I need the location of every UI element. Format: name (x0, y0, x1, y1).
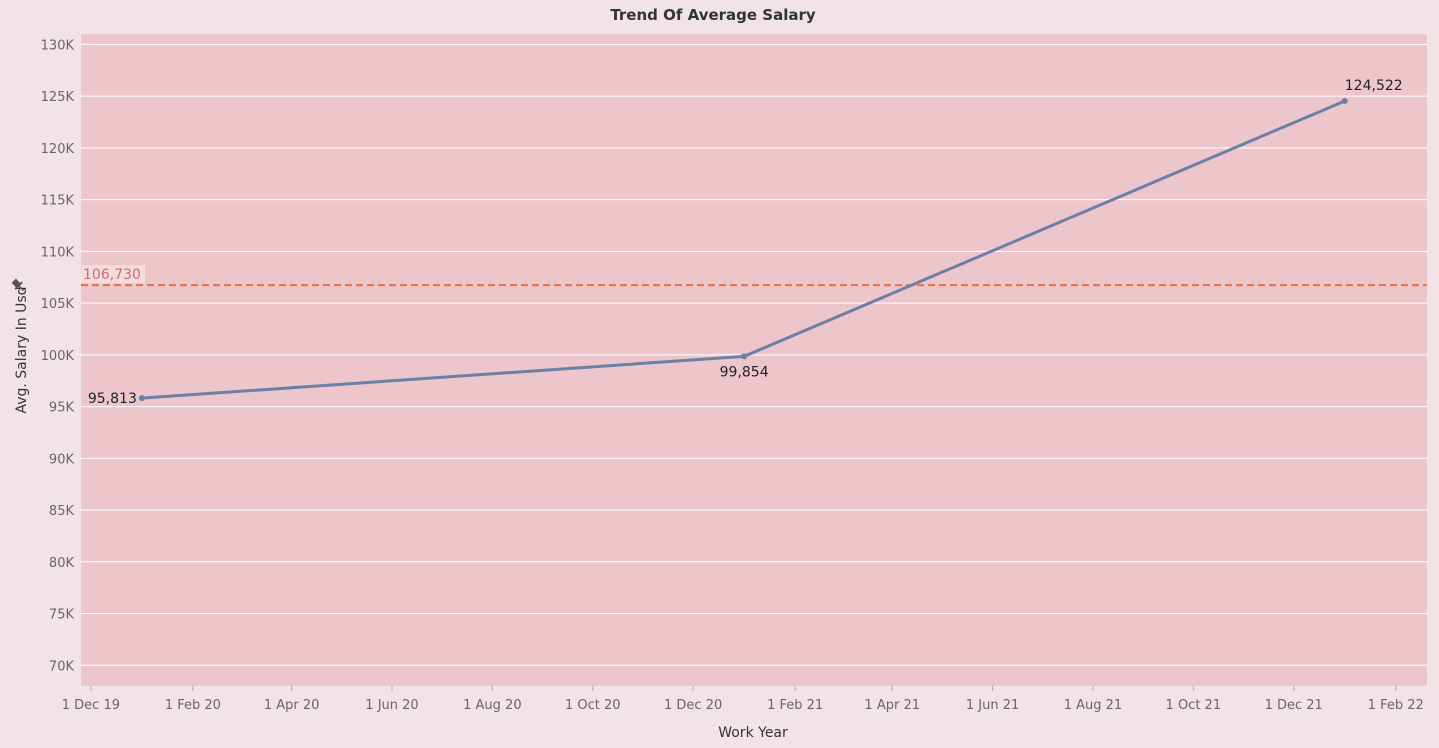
x-tick-label: 1 Feb 21 (767, 698, 823, 713)
x-tick-label: 1 Apr 21 (864, 698, 920, 713)
x-tick-label: 1 Aug 21 (1064, 698, 1122, 713)
data-point[interactable] (138, 395, 145, 402)
gridlines (81, 43, 1427, 666)
x-tick-label: 1 Feb 22 (1368, 698, 1424, 713)
x-tick-label: 1 Dec 21 (1265, 698, 1323, 713)
x-tick-label: 1 Dec 19 (62, 698, 120, 713)
pin-icon[interactable] (10, 277, 27, 294)
y-axis-ticks: 70K 75K 80K 85K 90K 95K 100K 105K 110K 115K 120K 12… (41, 38, 75, 674)
y-tick-label: 75K (49, 608, 75, 623)
y-tick-label: 125K (41, 90, 75, 105)
chart-title: Trend Of Average Salary (610, 6, 816, 24)
y-tick-label: 85K (49, 504, 75, 519)
x-tick-label: 1 Jun 20 (365, 698, 418, 713)
y-tick-label: 120K (41, 142, 75, 157)
y-axis-title: Avg. Salary In Usd (14, 286, 30, 413)
reference-label-background (81, 265, 145, 284)
y-tick-label: 80K (49, 556, 75, 571)
x-tick-label: 1 Dec 20 (664, 698, 722, 713)
y-tick-label: 90K (49, 452, 75, 467)
x-axis-title: Work Year (718, 725, 788, 741)
x-tick-label: 1 Jun 21 (966, 698, 1019, 713)
x-tick-label: 1 Oct 20 (565, 698, 621, 713)
reference-line-label: 106,730 (83, 267, 141, 283)
y-tick-label: 105K (41, 297, 75, 312)
x-tick-label: 1 Apr 20 (264, 698, 320, 713)
x-axis-ticks: 1 Dec 19 1 Feb 20 1 Apr 20 1 Jun 20 1 Aug 20… (62, 686, 1424, 713)
x-tick-label: 1 Oct 21 (1166, 698, 1222, 713)
data-label: 95,813 (88, 391, 137, 407)
data-label: 99,854 (720, 364, 769, 380)
data-point[interactable] (1341, 98, 1348, 105)
plot-area (81, 34, 1427, 686)
y-tick-label: 130K (41, 38, 75, 53)
y-tick-label: 115K (41, 194, 75, 209)
x-tick-label: 1 Aug 20 (463, 698, 521, 713)
y-tick-label: 100K (41, 349, 75, 364)
reference-line-group: 106,730 (81, 265, 1427, 287)
y-tick-label: 110K (41, 245, 75, 260)
y-tick-label: 95K (49, 401, 75, 416)
data-point[interactable] (741, 353, 748, 360)
series-group (138, 98, 1348, 402)
data-label: 124,522 (1345, 78, 1403, 94)
y-tick-label: 70K (49, 659, 75, 674)
x-tick-label: 1 Feb 20 (165, 698, 221, 713)
data-labels: 95,813 99,854 124,522 (88, 78, 1403, 407)
